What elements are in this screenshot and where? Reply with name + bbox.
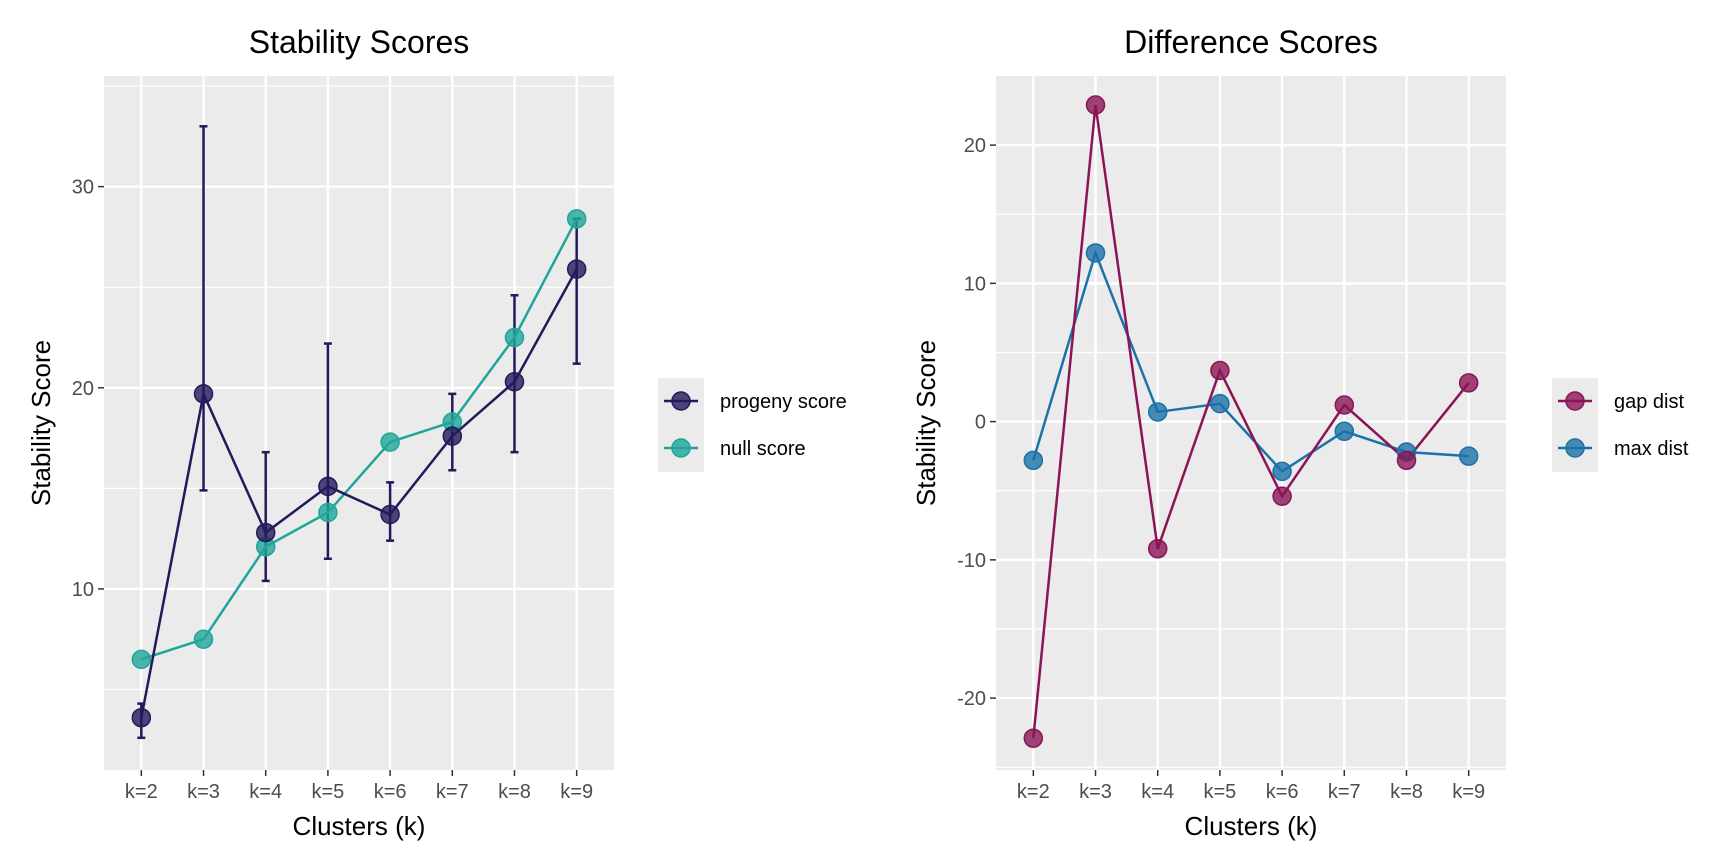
legend: gap dist max dist	[1552, 378, 1689, 472]
data-point	[1458, 446, 1479, 466]
legend-marker	[1565, 391, 1585, 411]
data-point	[566, 259, 587, 279]
data-point	[1210, 393, 1230, 414]
series-layer	[131, 125, 587, 740]
y-axis: 10 20 30	[72, 177, 104, 601]
y-tick-label: 0	[975, 412, 986, 434]
data-point	[1085, 243, 1106, 263]
data-point	[1147, 539, 1168, 559]
y-axis: -20 -10 0 10 20	[957, 135, 996, 710]
x-axis: k=2 k=3 k=4 k=5 k=6 k=7 k=8 k=9	[1017, 770, 1485, 803]
legend-marker	[1565, 438, 1585, 458]
x-axis-label: Clusters (k)	[293, 811, 426, 841]
data-point	[380, 504, 400, 525]
data-point	[1272, 486, 1292, 507]
x-tick-label: k=5	[311, 781, 344, 803]
y-axis-label: Stability Score	[911, 340, 941, 506]
y-tick-label: 20	[72, 378, 94, 400]
x-tick-label: k=8	[498, 781, 531, 803]
x-tick-label: k=6	[1266, 781, 1299, 803]
legend-label: gap dist	[1614, 391, 1684, 413]
legend-marker	[671, 391, 691, 411]
x-tick-label: k=3	[1079, 781, 1112, 803]
data-point	[193, 629, 214, 649]
legend-marker	[671, 438, 691, 458]
y-tick-label: 10	[72, 579, 94, 601]
data-point	[1272, 461, 1292, 482]
data-point	[1458, 373, 1479, 393]
data-point	[318, 502, 338, 523]
series-line	[1032, 104, 1470, 739]
series-line	[1032, 249, 1469, 474]
legend-label: max dist	[1614, 438, 1689, 460]
data-point	[131, 707, 152, 728]
data-point	[566, 209, 587, 229]
legend-label: progeny score	[720, 391, 847, 413]
data-point	[1023, 728, 1044, 748]
plot-panel	[104, 76, 614, 770]
x-tick-label: k=2	[1017, 781, 1050, 803]
data-point	[1334, 421, 1355, 442]
data-point	[380, 432, 400, 452]
x-tick-label: k=4	[249, 781, 282, 803]
series-line	[140, 218, 578, 661]
stability-scores-chart: 10 20 30 k=2 k=3 k=4 k=5 k=6 k=7 k=8 k=9 Stabilit…	[26, 24, 847, 841]
x-axis-label: Clusters (k)	[1185, 811, 1318, 841]
data-point	[442, 426, 463, 446]
x-tick-label: k=7	[1328, 781, 1361, 803]
data-point	[504, 372, 525, 392]
x-tick-label: k=2	[125, 781, 158, 803]
x-tick-label: k=5	[1203, 781, 1236, 803]
x-tick-label: k=9	[1452, 781, 1485, 803]
data-point	[318, 476, 338, 497]
data-point	[1334, 395, 1355, 415]
series-layer	[1023, 95, 1479, 748]
chart-title: Stability Scores	[249, 24, 470, 60]
data-point	[1023, 450, 1044, 471]
data-point	[131, 649, 152, 670]
x-tick-label: k=9	[560, 781, 593, 803]
x-tick-label: k=6	[374, 781, 407, 803]
plot-panel	[996, 76, 1506, 770]
y-tick-label: -10	[957, 550, 986, 572]
x-tick-label: k=7	[436, 781, 469, 803]
data-point	[1085, 95, 1106, 115]
x-tick-label: k=3	[187, 781, 220, 803]
x-tick-label: k=4	[1141, 781, 1174, 803]
legend-label: null score	[720, 438, 806, 460]
grid	[996, 76, 1506, 770]
y-tick-label: 10	[964, 273, 986, 295]
data-point	[1147, 402, 1168, 422]
data-point	[193, 384, 214, 404]
difference-scores-chart: -20 -10 0 10 20 k=2 k=3 k=4 k=5 k=6 k=7 k=8 k=9 Dif…	[911, 24, 1689, 841]
x-axis: k=2 k=3 k=4 k=5 k=6 k=7 k=8 k=9	[125, 770, 593, 803]
x-tick-label: k=8	[1390, 781, 1423, 803]
data-point	[255, 522, 276, 543]
data-point	[1210, 360, 1230, 381]
y-tick-label: -20	[957, 688, 986, 710]
data-point	[504, 327, 525, 348]
y-tick-label: 20	[964, 135, 986, 157]
series-line	[140, 268, 578, 718]
chart-title: Difference Scores	[1124, 24, 1378, 60]
data-point	[1396, 450, 1417, 471]
y-tick-label: 30	[72, 177, 94, 199]
legend: progeny score null score	[658, 378, 847, 472]
y-axis-label: Stability Score	[26, 340, 56, 506]
